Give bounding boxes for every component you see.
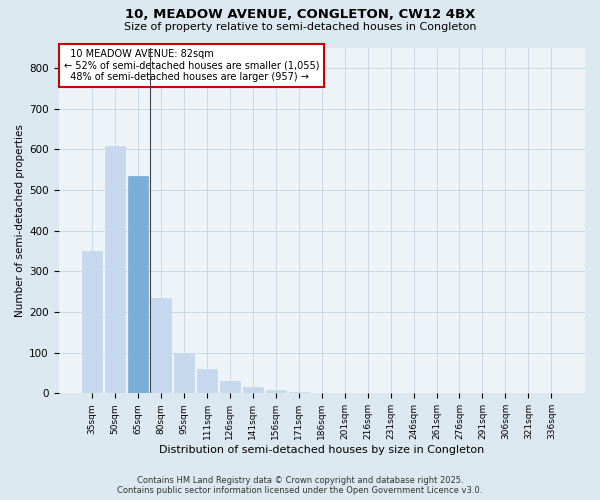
Text: Contains HM Land Registry data © Crown copyright and database right 2025.
Contai: Contains HM Land Registry data © Crown c… — [118, 476, 482, 495]
Bar — [197, 369, 217, 394]
Bar — [289, 392, 308, 394]
Bar — [128, 176, 148, 394]
Text: 10, MEADOW AVENUE, CONGLETON, CW12 4BX: 10, MEADOW AVENUE, CONGLETON, CW12 4BX — [125, 8, 475, 20]
Text: Size of property relative to semi-detached houses in Congleton: Size of property relative to semi-detach… — [124, 22, 476, 32]
Bar — [174, 352, 194, 394]
Bar — [82, 251, 102, 394]
X-axis label: Distribution of semi-detached houses by size in Congleton: Distribution of semi-detached houses by … — [159, 445, 484, 455]
Bar — [266, 390, 286, 394]
Bar — [243, 387, 263, 394]
Bar — [312, 392, 332, 394]
Bar — [106, 146, 125, 394]
Bar — [220, 381, 239, 394]
Bar — [151, 298, 171, 394]
Text: 10 MEADOW AVENUE: 82sqm
← 52% of semi-detached houses are smaller (1,055)
  48% : 10 MEADOW AVENUE: 82sqm ← 52% of semi-de… — [64, 49, 319, 82]
Y-axis label: Number of semi-detached properties: Number of semi-detached properties — [15, 124, 25, 317]
